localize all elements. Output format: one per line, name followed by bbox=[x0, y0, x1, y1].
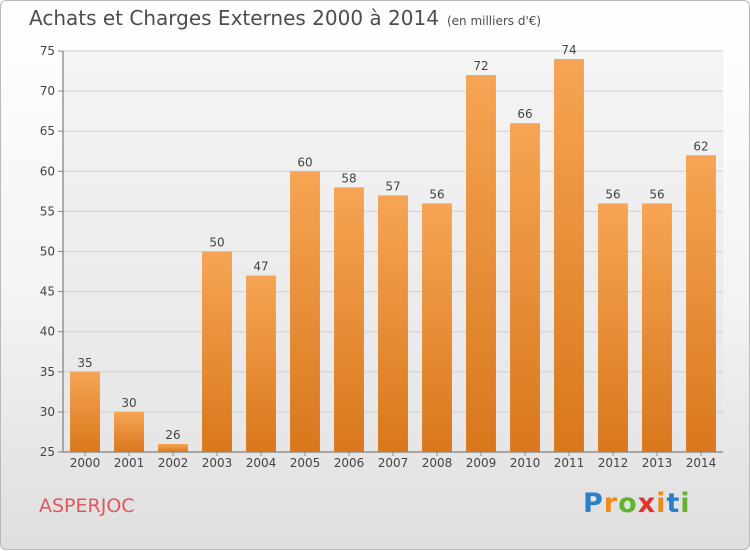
bar bbox=[422, 203, 452, 452]
y-tick-label: 40 bbox=[40, 325, 55, 339]
logo-letter: x bbox=[637, 488, 657, 519]
bar-value-label: 30 bbox=[121, 396, 136, 410]
x-tick-label: 2000 bbox=[70, 456, 101, 470]
bar bbox=[246, 275, 276, 452]
x-tick-label: 2004 bbox=[246, 456, 277, 470]
x-tick-label: 2001 bbox=[114, 456, 145, 470]
y-tick-label: 25 bbox=[40, 445, 55, 459]
chart-title: Achats et Charges Externes 2000 à 2014 (e… bbox=[29, 6, 541, 30]
bar-value-label: 56 bbox=[605, 187, 620, 201]
y-tick-label: 50 bbox=[40, 245, 55, 259]
bar-value-label: 60 bbox=[297, 155, 312, 169]
x-tick-label: 2010 bbox=[510, 456, 541, 470]
logo-letter: o bbox=[618, 488, 638, 519]
bar-value-label: 58 bbox=[341, 171, 356, 185]
plot-area: 25 30 35 40 45 50 55 60 65 70 75 35 2000 30 2001 26 2002… bbox=[40, 43, 723, 470]
proxiti-logo: Proxiti bbox=[583, 488, 691, 519]
bar-value-label: 62 bbox=[693, 139, 708, 153]
bar bbox=[378, 195, 408, 453]
x-tick-label: 2013 bbox=[642, 456, 673, 470]
y-tick-label: 55 bbox=[40, 204, 55, 218]
x-tick-label: 2009 bbox=[466, 456, 497, 470]
y-tick-label: 65 bbox=[40, 124, 55, 138]
x-tick-label: 2008 bbox=[422, 456, 453, 470]
y-tick-label: 70 bbox=[40, 84, 55, 98]
y-tick-label: 75 bbox=[40, 44, 55, 58]
bar bbox=[202, 251, 232, 452]
location-name: ASPERJOC bbox=[39, 495, 135, 517]
bar-value-label: 72 bbox=[473, 59, 488, 73]
logo-letter: t bbox=[666, 488, 681, 519]
logo-letter: r bbox=[603, 488, 619, 519]
bar bbox=[466, 75, 496, 452]
chart-title-text: Achats et Charges Externes 2000 à 2014 bbox=[29, 6, 439, 30]
x-tick-label: 2007 bbox=[378, 456, 409, 470]
chart-unit: (en milliers d'€) bbox=[446, 14, 542, 28]
bar-value-label: 74 bbox=[561, 43, 576, 57]
bar-value-label: 26 bbox=[165, 428, 180, 442]
bar bbox=[114, 411, 144, 452]
bar-value-label: 66 bbox=[517, 107, 532, 121]
bar-value-label: 57 bbox=[385, 179, 400, 193]
bar bbox=[598, 203, 628, 452]
bar-value-label: 56 bbox=[649, 187, 664, 201]
y-tick-label: 45 bbox=[40, 285, 55, 299]
bar bbox=[70, 371, 100, 452]
bar bbox=[290, 171, 320, 453]
x-tick-label: 2014 bbox=[686, 456, 717, 470]
bar-value-label: 47 bbox=[253, 260, 268, 274]
x-tick-label: 2006 bbox=[334, 456, 365, 470]
y-tick-label: 60 bbox=[40, 164, 55, 178]
bar bbox=[642, 203, 672, 452]
bar-value-label: 35 bbox=[77, 356, 92, 370]
x-tick-label: 2003 bbox=[202, 456, 233, 470]
logo-letter: P bbox=[583, 488, 604, 519]
y-tick-label: 35 bbox=[40, 365, 55, 379]
bar bbox=[158, 443, 188, 452]
logo-letter: i bbox=[656, 488, 667, 519]
logo-letter: i bbox=[680, 488, 691, 519]
y-tick-label: 30 bbox=[40, 405, 55, 419]
x-tick-label: 2012 bbox=[598, 456, 629, 470]
bar-value-label: 56 bbox=[429, 187, 444, 201]
bar bbox=[334, 187, 364, 452]
bar-value-label: 50 bbox=[209, 236, 224, 250]
bar bbox=[686, 155, 716, 452]
bar bbox=[554, 59, 584, 453]
x-tick-label: 2002 bbox=[158, 456, 189, 470]
x-tick-label: 2005 bbox=[290, 456, 321, 470]
x-tick-label: 2011 bbox=[554, 456, 585, 470]
bar bbox=[510, 123, 540, 453]
